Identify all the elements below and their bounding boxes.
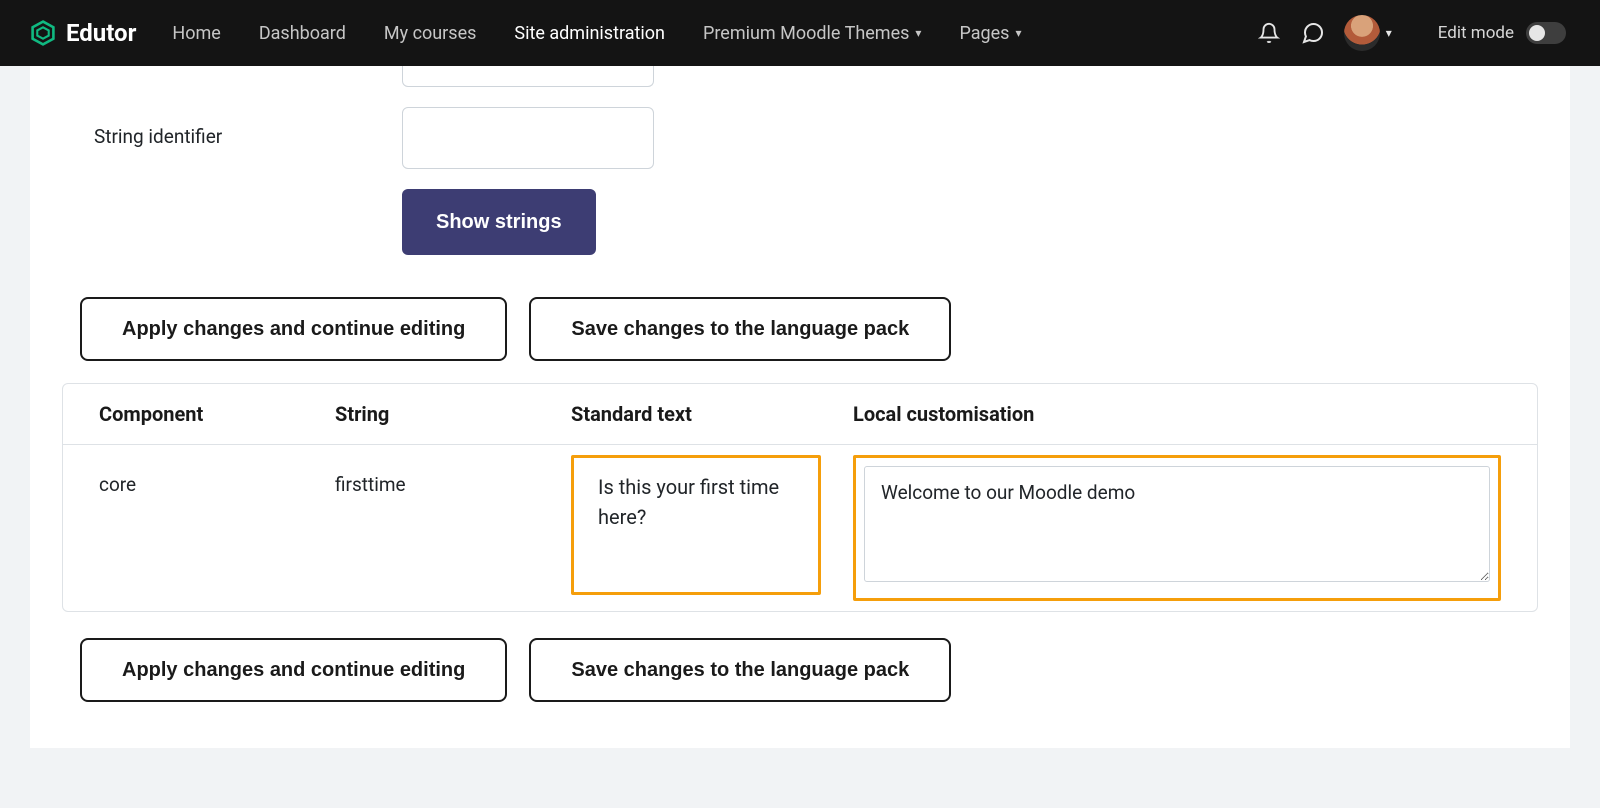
apply-continue-button[interactable]: Apply changes and continue editing [80,638,507,702]
edit-mode-toggle[interactable]: Edit mode [1438,22,1566,44]
chevron-down-icon: ▾ [1386,26,1392,40]
show-strings-button[interactable]: Show strings [402,189,596,255]
form-row-top-cut [62,66,1538,87]
navbar: Edutor Home Dashboard My courses Site ad… [0,0,1600,66]
strings-table: Component String Standard text Local cus… [62,383,1538,612]
local-customisation-highlight [853,455,1501,601]
nav-pages-label: Pages [959,23,1009,44]
save-to-pack-button[interactable]: Save changes to the language pack [529,297,951,361]
switch[interactable] [1526,22,1566,44]
nav-mycourses[interactable]: My courses [384,23,477,44]
standard-text: Is this your first time here? [598,475,779,529]
apply-continue-button[interactable]: Apply changes and continue editing [80,297,507,361]
form-row-string-identifier: String identifier [62,107,1538,169]
string-identifier-input[interactable] [402,107,654,169]
chevron-down-icon: ▾ [1015,26,1021,40]
table-row: core firsttime Is this your first time h… [63,445,1537,611]
notifications-icon[interactable] [1256,20,1282,46]
switch-knob [1529,25,1545,41]
th-standard: Standard text [571,402,853,426]
string-identifier-label: String identifier [62,107,402,148]
local-customisation-input[interactable] [864,466,1490,582]
avatar [1344,15,1380,51]
brand-logo-icon [30,20,56,46]
card: String identifier Show strings Apply cha… [30,66,1570,748]
standard-text-highlight: Is this your first time here? [571,455,821,595]
th-component: Component [99,402,335,426]
prev-input-partial[interactable] [402,66,654,87]
action-buttons-bottom: Apply changes and continue editing Save … [80,638,1538,702]
save-to-pack-button[interactable]: Save changes to the language pack [529,638,951,702]
th-local: Local customisation [853,402,1501,426]
nav-pages[interactable]: Pages ▾ [959,23,1021,44]
empty-label [62,169,402,187]
nav-siteadmin[interactable]: Site administration [514,23,665,44]
nav-themes[interactable]: Premium Moodle Themes ▾ [703,23,921,44]
cell-string: firsttime [335,455,571,496]
cell-component: core [99,455,335,496]
nav-home[interactable]: Home [172,23,220,44]
action-buttons-top: Apply changes and continue editing Save … [80,297,1538,361]
th-string: String [335,402,571,426]
brand[interactable]: Edutor [30,19,136,47]
messages-icon[interactable] [1300,20,1326,46]
table-header: Component String Standard text Local cus… [63,384,1537,445]
page: String identifier Show strings Apply cha… [0,66,1600,808]
nav-themes-label: Premium Moodle Themes [703,23,909,44]
nav-links: Home Dashboard My courses Site administr… [172,23,1255,44]
brand-name: Edutor [66,19,136,47]
form-row-submit: Show strings [62,169,1538,255]
empty-label [62,66,402,84]
chevron-down-icon: ▾ [915,26,921,40]
nav-right: ▾ Edit mode [1256,15,1566,51]
edit-mode-label: Edit mode [1438,23,1514,43]
nav-dashboard[interactable]: Dashboard [259,23,346,44]
user-menu[interactable]: ▾ [1344,15,1392,51]
